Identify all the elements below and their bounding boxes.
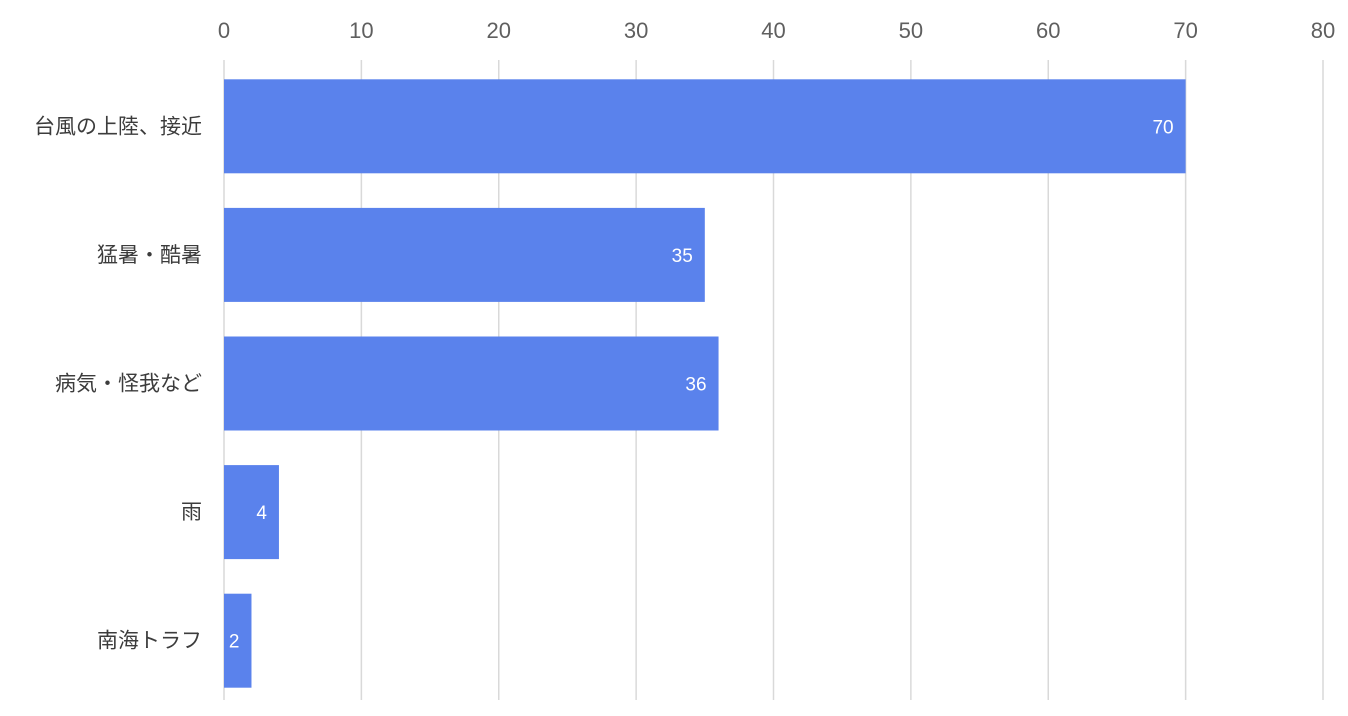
x-tick-label: 70 xyxy=(1173,18,1197,43)
x-tick-label: 60 xyxy=(1036,18,1060,43)
data-label: 35 xyxy=(672,246,693,267)
x-tick-label: 30 xyxy=(624,18,648,43)
tick-layer: 0 10 20 30 40 50 60 70 80 xyxy=(218,18,1335,43)
bar xyxy=(224,79,1186,174)
bar xyxy=(224,336,719,431)
data-label: 4 xyxy=(256,503,267,524)
category-label: 病気・怪我など xyxy=(55,373,202,396)
bar xyxy=(224,465,279,560)
x-tick-label: 10 xyxy=(349,18,373,43)
data-label: 70 xyxy=(1152,117,1173,138)
category-label: 南海トラフ xyxy=(97,630,202,653)
category-label: 台風の上陸、接近 xyxy=(34,115,202,138)
x-tick-label: 0 xyxy=(218,18,230,43)
category-label: 雨 xyxy=(181,501,202,524)
x-tick-label: 20 xyxy=(487,18,511,43)
x-tick-label: 80 xyxy=(1311,18,1335,43)
bar xyxy=(224,207,705,302)
x-tick-label: 50 xyxy=(899,18,923,43)
category-label: 猛暑・酷暑 xyxy=(97,244,202,267)
data-label-layer: 70 35 36 4 2 xyxy=(229,117,1174,652)
bar-layer xyxy=(224,79,1186,688)
x-tick-label: 40 xyxy=(761,18,785,43)
data-label: 36 xyxy=(685,375,706,396)
data-label: 2 xyxy=(229,632,240,653)
bar xyxy=(224,593,252,688)
